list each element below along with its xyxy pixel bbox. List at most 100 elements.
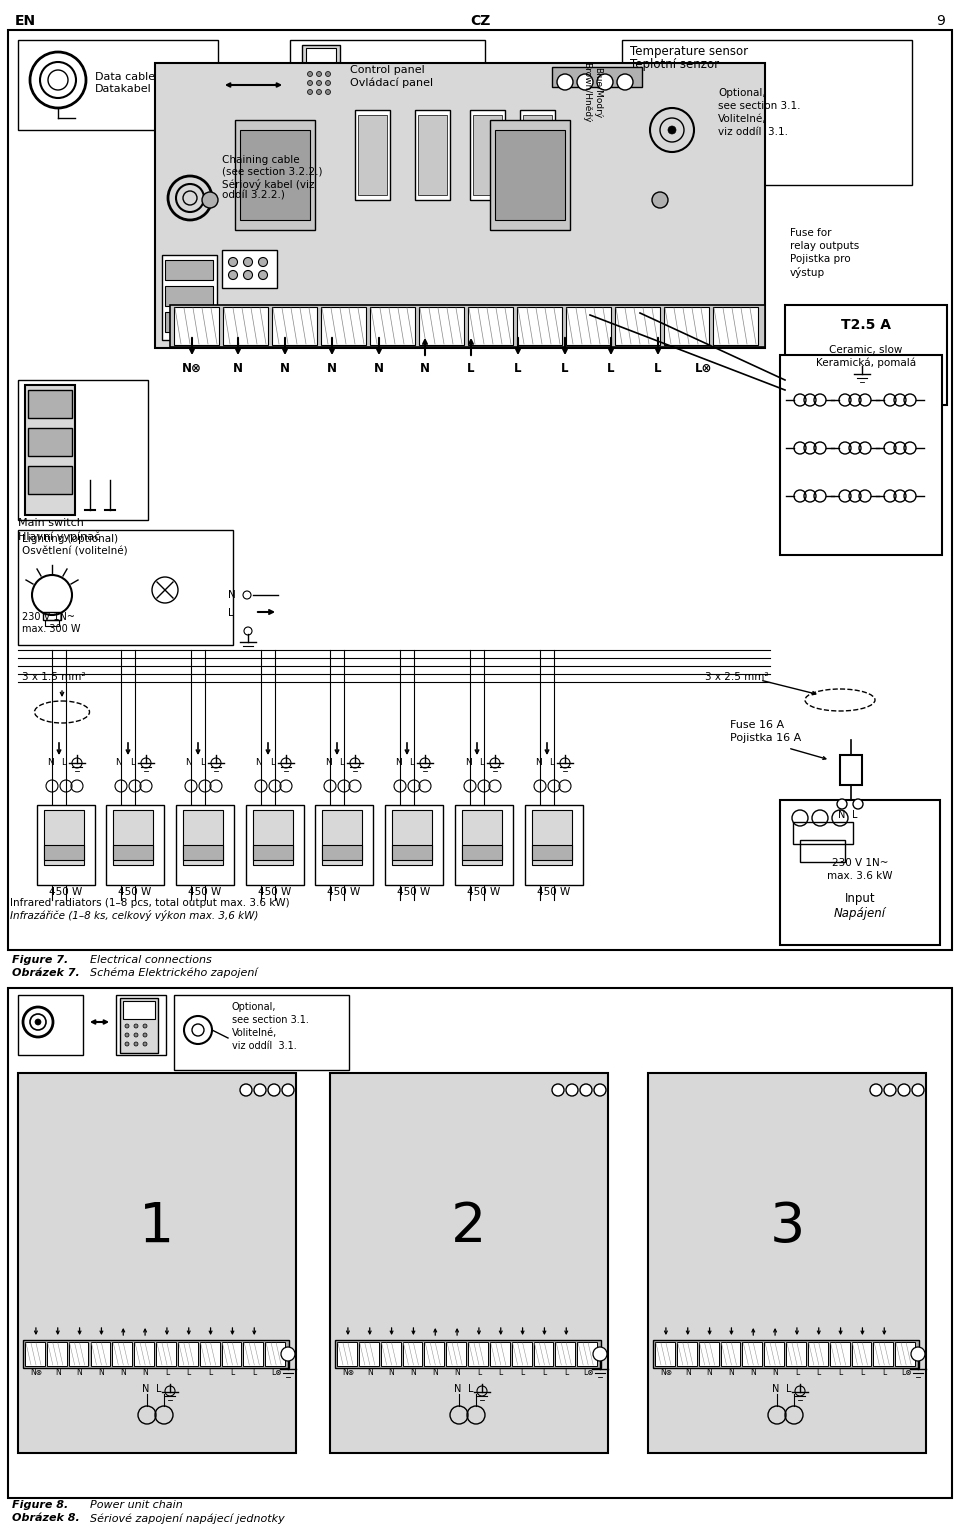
Bar [512, 1342, 532, 1367]
Bar [829, 1342, 850, 1367]
Bar [123, 1002, 155, 1019]
Text: EN: EN [15, 14, 36, 27]
Circle shape [593, 1347, 607, 1361]
Bar [183, 809, 223, 864]
Text: 3 x 2.5 mm²: 3 x 2.5 mm² [705, 672, 769, 683]
Bar [321, 307, 366, 345]
Text: 450 W: 450 W [538, 887, 570, 896]
Circle shape [244, 270, 252, 279]
Bar [18, 530, 233, 644]
Text: Power unit chain: Power unit chain [90, 1500, 182, 1510]
Circle shape [577, 73, 593, 90]
Text: Fuse 16 A: Fuse 16 A [730, 721, 784, 730]
Text: L: L [786, 1383, 791, 1394]
Circle shape [228, 270, 237, 279]
Text: Input: Input [845, 892, 876, 906]
Bar [392, 844, 432, 860]
Bar [419, 307, 464, 345]
Circle shape [143, 1041, 147, 1046]
Circle shape [258, 258, 268, 267]
Text: L: L [208, 1368, 213, 1377]
Circle shape [143, 1032, 147, 1037]
Bar [113, 809, 153, 864]
Bar [470, 110, 505, 200]
Text: Volitelné,: Volitelné, [232, 1028, 277, 1038]
Text: max. 3.6 kW: max. 3.6 kW [828, 870, 893, 881]
Circle shape [911, 1347, 925, 1361]
Bar [424, 1342, 444, 1367]
Text: 2: 2 [451, 1200, 487, 1254]
Text: L: L [479, 757, 485, 767]
Bar [385, 805, 443, 886]
Bar [532, 844, 572, 860]
Bar [742, 1342, 762, 1367]
Text: L: L [515, 362, 521, 376]
Bar [358, 115, 387, 195]
Circle shape [853, 799, 863, 809]
Bar [462, 809, 502, 864]
Bar [490, 121, 570, 231]
Bar [120, 999, 158, 1054]
Text: N: N [99, 1368, 105, 1377]
Text: N: N [707, 1368, 712, 1377]
Text: Sériový kabel (viz: Sériový kabel (viz [222, 179, 315, 189]
Text: N: N [411, 1368, 417, 1377]
Bar [335, 1341, 601, 1368]
Circle shape [202, 192, 218, 208]
Text: N⊗: N⊗ [30, 1368, 42, 1377]
Bar [534, 1342, 553, 1367]
Text: Osvětlení (volitelné): Osvětlení (volitelné) [22, 547, 128, 557]
Bar [18, 996, 83, 1055]
Circle shape [652, 192, 668, 208]
Bar [156, 1342, 176, 1367]
Text: Sériové zapojení napájecí jednotky: Sériové zapojení napájecí jednotky [90, 1513, 285, 1524]
Text: N: N [324, 757, 331, 767]
Bar [577, 1342, 597, 1367]
Text: 450 W: 450 W [188, 887, 222, 896]
Circle shape [268, 1084, 280, 1096]
Bar [315, 805, 373, 886]
Bar [45, 620, 59, 626]
Bar [90, 1342, 110, 1367]
Circle shape [317, 81, 322, 86]
Bar [200, 1342, 220, 1367]
Text: Optional,: Optional, [718, 89, 766, 98]
Text: N: N [327, 362, 337, 376]
Text: Obrázek 8.: Obrázek 8. [12, 1513, 80, 1522]
Text: 230 V 1N~: 230 V 1N~ [22, 612, 75, 621]
Text: 3 x 1.5 mm²: 3 x 1.5 mm² [22, 672, 85, 683]
Circle shape [258, 270, 268, 279]
Bar [322, 809, 362, 864]
Text: L: L [838, 1368, 843, 1377]
Bar [473, 115, 502, 195]
Text: N: N [454, 1383, 462, 1394]
Text: N: N [684, 1368, 690, 1377]
Bar [134, 1342, 154, 1367]
Bar [8, 988, 952, 1498]
Bar [174, 996, 349, 1070]
Bar [392, 809, 432, 864]
Text: Teplotní senzor: Teplotní senzor [630, 58, 719, 70]
Circle shape [35, 1019, 41, 1025]
Text: CZ: CZ [469, 14, 491, 27]
Bar [852, 1342, 872, 1367]
Text: N: N [454, 1368, 460, 1377]
Text: L: L [542, 1368, 546, 1377]
Text: L: L [468, 1383, 473, 1394]
Bar [800, 840, 845, 863]
Circle shape [254, 1084, 266, 1096]
Bar [418, 115, 447, 195]
Text: Datakabel: Datakabel [95, 84, 152, 95]
Text: Figure 7.: Figure 7. [12, 954, 68, 965]
Bar [23, 1341, 289, 1368]
Text: 450 W: 450 W [118, 887, 152, 896]
Text: L: L [520, 1368, 525, 1377]
Text: L⊗: L⊗ [900, 1368, 911, 1377]
Bar [495, 130, 565, 220]
Bar [455, 805, 513, 886]
Circle shape [134, 1025, 138, 1028]
Circle shape [317, 90, 322, 95]
Bar [106, 805, 164, 886]
Bar [381, 1342, 400, 1367]
Circle shape [594, 1084, 606, 1096]
